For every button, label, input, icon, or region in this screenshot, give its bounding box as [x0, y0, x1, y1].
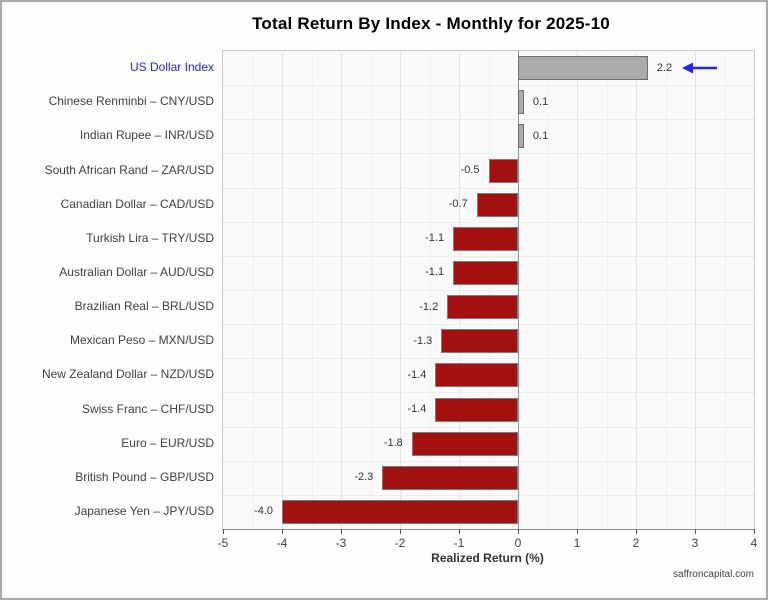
bar: [447, 295, 518, 319]
bar: [412, 432, 518, 456]
x-tick-label: 1: [557, 536, 597, 550]
category-label: Brazilian Real – BRL/USD: [10, 299, 214, 313]
bar: [518, 124, 524, 148]
value-label: -1.4: [407, 403, 426, 416]
category-label: British Pound – GBP/USD: [10, 470, 214, 484]
value-label: -1.2: [419, 301, 438, 314]
category-label: Indian Rupee – INR/USD: [10, 128, 214, 142]
row-gridline: [223, 256, 754, 257]
bar: [453, 227, 518, 251]
plot-area: 2.2 0.1 0.1 -0.5 -0.7 -1.1 -1.1 -1.2 -1.3 -1.4 -1.…: [222, 50, 755, 530]
x-tick-label: 3: [675, 536, 715, 550]
value-label: 0.1: [533, 96, 548, 109]
x-tick: [341, 529, 342, 534]
value-label: -1.8: [384, 437, 403, 450]
category-label: Turkish Lira – TRY/USD: [10, 231, 214, 245]
x-tick-label: -5: [203, 536, 243, 550]
x-tick-label: -2: [380, 536, 420, 550]
x-tick: [518, 529, 519, 534]
x-tick: [695, 529, 696, 534]
value-label: -4.0: [254, 505, 273, 518]
value-label: -1.1: [425, 266, 444, 279]
row-gridline: [223, 188, 754, 189]
value-label: -1.4: [407, 369, 426, 382]
value-label: 0.1: [533, 130, 548, 143]
row-gridline: [223, 324, 754, 325]
row-gridline: [223, 495, 754, 496]
x-tick-label: -4: [262, 536, 302, 550]
x-axis-title: Realized Return (%): [222, 551, 753, 565]
row-gridline: [223, 222, 754, 223]
value-label: -1.3: [413, 335, 432, 348]
value-label: 2.2: [657, 62, 672, 75]
row-gridline: [223, 392, 754, 393]
x-tick-label: -1: [439, 536, 479, 550]
category-label-highlighted[interactable]: US Dollar Index: [10, 60, 214, 74]
x-tick: [459, 529, 460, 534]
category-label: Euro – EUR/USD: [10, 436, 214, 450]
value-label: -2.3: [354, 471, 373, 484]
bar: [441, 329, 518, 353]
x-tick-label: 2: [616, 536, 656, 550]
row-gridline: [223, 358, 754, 359]
x-tick: [282, 529, 283, 534]
category-label: Japanese Yen – JPY/USD: [10, 504, 214, 518]
bar: [282, 500, 518, 524]
bar: [489, 159, 519, 183]
x-tick: [400, 529, 401, 534]
category-label: Canadian Dollar – CAD/USD: [10, 197, 214, 211]
category-label: South African Rand – ZAR/USD: [10, 163, 214, 177]
value-label: -1.1: [425, 232, 444, 245]
x-tick: [636, 529, 637, 534]
x-tick: [577, 529, 578, 534]
x-tick: [223, 529, 224, 534]
category-label: New Zealand Dollar – NZD/USD: [10, 367, 214, 381]
value-label: -0.7: [449, 198, 468, 211]
bar: [435, 363, 518, 387]
row-gridline: [223, 290, 754, 291]
value-label: -0.5: [461, 164, 480, 177]
row-gridline: [223, 153, 754, 154]
row-gridline: [223, 119, 754, 120]
row-gridline: [223, 461, 754, 462]
bar: [435, 398, 518, 422]
x-tick: [754, 529, 755, 534]
row-gridline: [223, 427, 754, 428]
bar: [518, 90, 524, 114]
chart-title: Total Return By Index - Monthly for 2025…: [96, 14, 766, 34]
category-label: Australian Dollar – AUD/USD: [10, 265, 214, 279]
x-tick-label: -3: [321, 536, 361, 550]
highlight-left-arrow-icon: [682, 62, 718, 74]
row-gridline: [223, 85, 754, 86]
bar: [477, 193, 518, 217]
bar: [453, 261, 518, 285]
category-label: Mexican Peso – MXN/USD: [10, 333, 214, 347]
zero-baseline: [518, 51, 519, 529]
x-tick-label: 4: [734, 536, 768, 550]
footer-watermark: saffroncapital.com: [673, 569, 754, 580]
category-label: Swiss Franc – CHF/USD: [10, 402, 214, 416]
category-label: Chinese Renminbi – CNY/USD: [10, 94, 214, 108]
x-tick-label: 0: [498, 536, 538, 550]
bar: [382, 466, 518, 490]
bar: [518, 56, 648, 80]
